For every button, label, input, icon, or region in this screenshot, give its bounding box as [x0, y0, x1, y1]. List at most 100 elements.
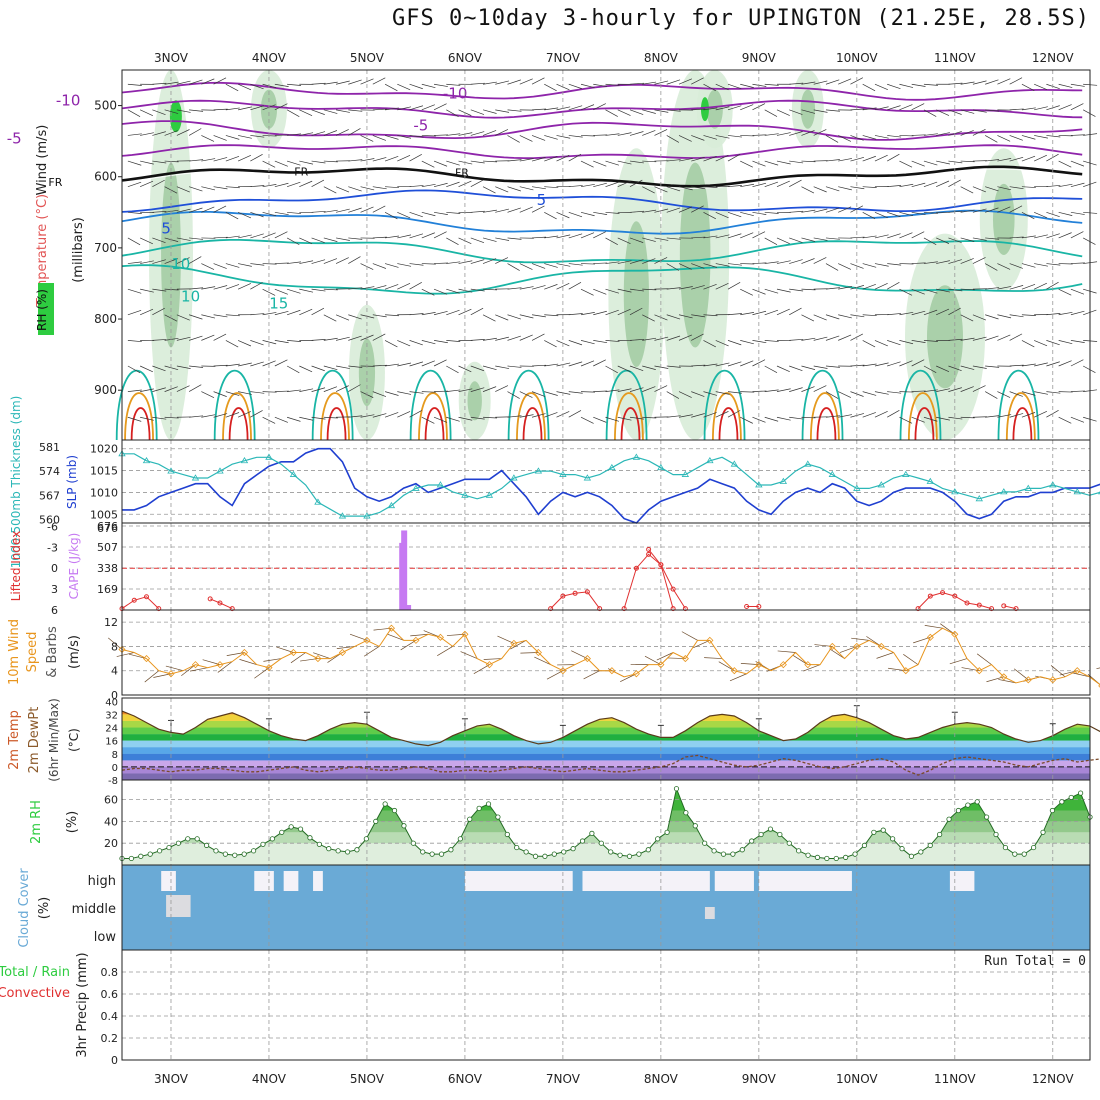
date-label-bottom: 5NOV: [350, 1072, 385, 1086]
rh-point: [908, 853, 915, 859]
rh-shading: [706, 89, 723, 129]
temperature-band: [122, 698, 1090, 708]
temperature-contour: [914, 407, 935, 441]
wind-barb: [642, 337, 657, 341]
wind-barb: [801, 237, 816, 242]
wind-barb: [654, 109, 669, 113]
wind-barb: [948, 387, 962, 392]
wind-barb: [470, 82, 485, 85]
wind-barb: [727, 263, 742, 266]
wind-barb: [829, 648, 845, 659]
wind-barb: [740, 288, 753, 296]
wind-barb: [691, 108, 706, 111]
wind-barb: [254, 667, 270, 679]
wind-barb: [850, 108, 865, 111]
rh-point: [344, 849, 351, 855]
wind-barb: [1034, 282, 1047, 290]
wind-barb: [789, 131, 803, 136]
contour-label: -10: [56, 92, 81, 110]
thickness-marker: [191, 474, 200, 481]
rh-point: [589, 830, 595, 836]
wind-barb: [360, 78, 374, 85]
wind-barb: [1070, 359, 1084, 367]
wind-barb: [201, 391, 215, 398]
wind-barb: [801, 109, 816, 114]
wind-barb: [911, 83, 926, 87]
wind-barb: [274, 416, 288, 423]
precip-tick-label: 0.6: [101, 988, 119, 1001]
wind-barb: [911, 103, 925, 111]
wind-barb: [581, 135, 596, 137]
wind-barb: [666, 207, 681, 213]
wind-barb: [997, 391, 1011, 398]
wind-barb: [323, 81, 338, 85]
rh-point: [373, 818, 379, 825]
wind-barb: [715, 263, 730, 267]
wind-barb: [642, 258, 656, 264]
wind-barb: [874, 362, 889, 367]
lifted-index-point: [927, 593, 933, 599]
lifted-index-point: [143, 594, 149, 600]
wind-barb: [287, 211, 302, 214]
wind-barb: [923, 211, 938, 214]
wind-barb: [691, 333, 704, 341]
wind-barb: [715, 106, 730, 111]
temperature-contour: [311, 370, 354, 441]
date-label-top: 11NOV: [934, 51, 976, 65]
wind-barb: [703, 235, 718, 239]
wind-speed-point: [755, 661, 763, 669]
wind-barb: [1021, 412, 1036, 418]
wind-barb: [164, 209, 179, 213]
wind-barb: [1021, 363, 1036, 367]
wind-speed-point: [559, 667, 567, 675]
wind-barb: [225, 412, 240, 418]
wind-barb: [605, 160, 620, 166]
wind-barb: [617, 308, 631, 316]
wind-barb: [274, 83, 289, 87]
wind-barb: [127, 83, 142, 86]
precip-legend-total: Total / Rain: [0, 965, 70, 980]
wind-barb: [201, 286, 216, 290]
wind-barb: [225, 156, 240, 162]
wind-barb: [127, 340, 142, 343]
date-label-bottom: 3NOV: [154, 1072, 189, 1086]
wind-barb: [410, 633, 429, 637]
wind-barb: [960, 416, 975, 419]
wind-barb: [1046, 361, 1060, 367]
temperature-contour: [121, 239, 1083, 264]
wind-barb: [1021, 107, 1036, 111]
wind-barb: [1082, 237, 1096, 245]
wind-barb: [654, 80, 669, 85]
wind-barb: [544, 284, 558, 290]
wind-barb: [620, 673, 637, 682]
wind-barb: [311, 109, 325, 115]
cloud-high-block: [464, 871, 573, 891]
wind-barb: [274, 340, 289, 344]
wind-barb: [237, 283, 252, 290]
wind-barb: [801, 337, 816, 341]
wind-barb: [213, 263, 227, 269]
wind-barb: [139, 308, 154, 316]
wind-barb: [1034, 263, 1048, 267]
wind-barb: [544, 211, 557, 220]
wind-barb: [372, 333, 386, 341]
rh-shading: [623, 221, 649, 368]
thickness-marker: [167, 467, 175, 474]
wind-barb: [1046, 340, 1060, 346]
wind-barb: [140, 388, 154, 392]
wind-barb: [164, 386, 178, 392]
thickness-marker: [681, 470, 690, 477]
wind-barb: [1046, 281, 1059, 290]
wind-barb: [274, 134, 289, 136]
wind-barb: [691, 135, 705, 141]
wind-barb: [213, 135, 227, 141]
rh-point: [429, 851, 435, 857]
wind-barb: [470, 179, 484, 188]
wind-barb: [850, 314, 865, 318]
wind-barb: [519, 158, 534, 162]
wind-barb: [519, 206, 533, 213]
wind-barb: [189, 159, 204, 162]
lifted-index-line: [623, 553, 686, 609]
wind-barb: [580, 83, 595, 88]
wind-barb: [654, 336, 669, 341]
